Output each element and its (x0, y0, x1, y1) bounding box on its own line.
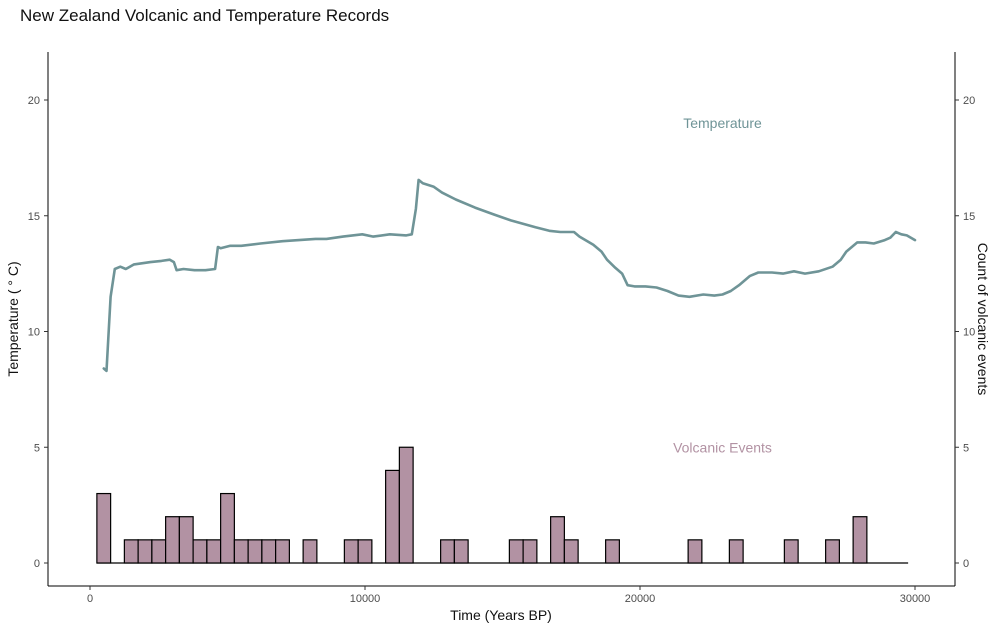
chart-title: New Zealand Volcanic and Temperature Rec… (20, 6, 389, 25)
volcanic-bar (605, 539, 620, 564)
volcanic-events-annotation: Volcanic Events (673, 439, 772, 455)
y-tick-label-right: 20 (963, 95, 975, 107)
volcanic-bar (302, 539, 318, 564)
volcanic-bar (123, 539, 139, 564)
volcanic-bar (385, 469, 400, 564)
tick-labels: 0 0 5 5 10 10 15 15 20 20 0 10000 20000 30000 (28, 95, 976, 605)
axes (44, 52, 959, 590)
volcanic-bar (192, 539, 208, 564)
volcanic-bar (261, 539, 277, 564)
temperature-annotation: Temperature (683, 115, 762, 131)
volcanic-bar (357, 539, 373, 564)
volcanic-bar (247, 539, 263, 564)
y-tick-label-left: 0 (34, 558, 40, 570)
volcanic-bar (233, 539, 249, 564)
volcanic-bar (398, 446, 414, 564)
volcanic-bar (825, 539, 840, 564)
x-tick-label: 0 (87, 593, 93, 605)
y-tick-label-left: 15 (28, 211, 40, 223)
volcanic-bar (522, 539, 538, 564)
y-tick-label-right: 5 (963, 442, 969, 454)
volcanic-bar (728, 539, 744, 564)
volcanic-bar (178, 516, 194, 564)
x-tick-label: 20000 (625, 593, 656, 605)
x-tick-label: 10000 (350, 593, 381, 605)
volcanic-bar (275, 539, 290, 564)
volcanic-bar (687, 539, 703, 564)
y-tick-label-right: 0 (963, 558, 969, 570)
volcanic-bar (137, 539, 153, 564)
x-tick-label: 30000 (900, 593, 931, 605)
volcanic-bar (453, 539, 469, 564)
y-tick-label-right: 15 (963, 211, 975, 223)
volcanic-bar (343, 539, 359, 564)
volcanic-bar (563, 539, 579, 564)
y-axis-title-right: Count of volcanic events (975, 243, 991, 396)
y-tick-label-left: 10 (28, 327, 40, 339)
y-axis-title-left: Temperature ( ° C) (5, 261, 21, 376)
temperature-line (102, 178, 917, 373)
volcanic-bar (440, 539, 455, 564)
volcanic-bar (206, 539, 222, 564)
y-tick-label-left: 20 (28, 95, 40, 107)
volcanic-bar (96, 492, 112, 564)
y-tick-label-right: 10 (963, 327, 975, 339)
volcanic-bar (151, 539, 167, 564)
plot-area (96, 178, 917, 564)
volcanic-bar (220, 492, 235, 564)
volcanic-bar (508, 539, 524, 564)
volcanic-bar (783, 539, 799, 564)
volcanic-bar (852, 516, 868, 564)
volcanic-bar (165, 516, 180, 564)
volcanic-bar (550, 516, 565, 564)
x-axis-title: Time (Years BP) (450, 607, 552, 623)
y-tick-label-left: 5 (34, 442, 40, 454)
